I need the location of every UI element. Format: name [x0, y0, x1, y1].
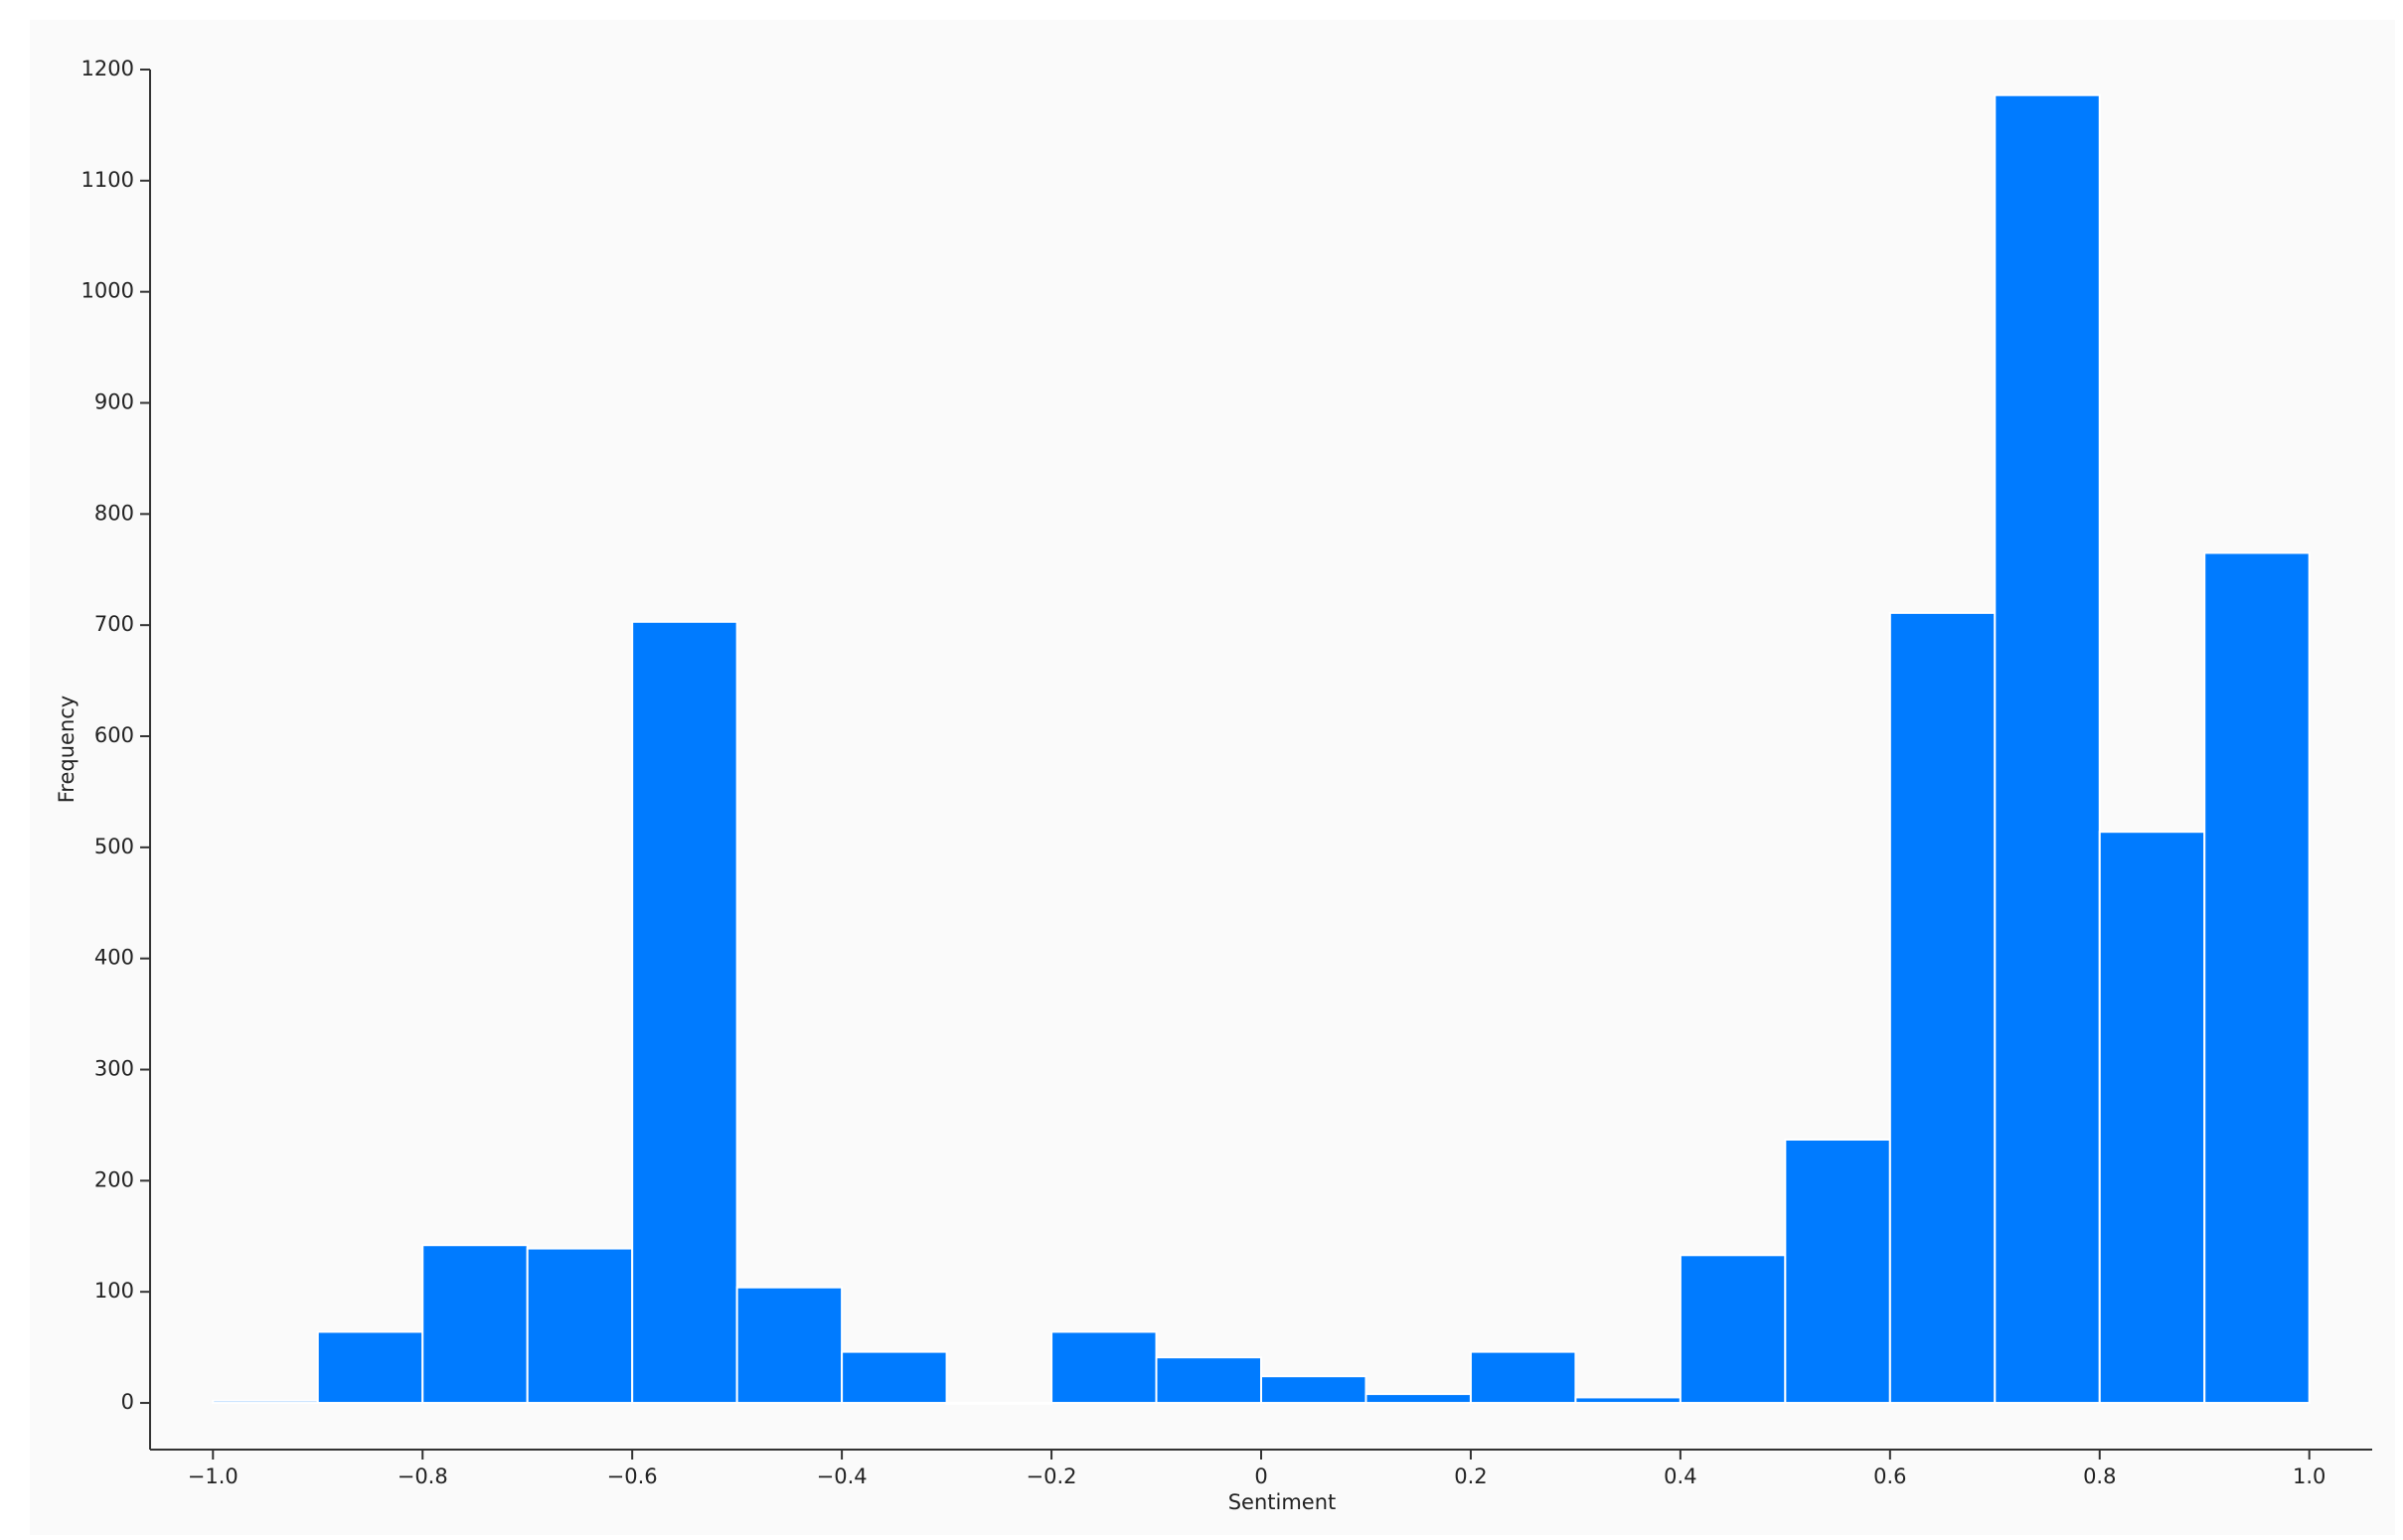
bar [1364, 1393, 1472, 1405]
x-tick-label: −0.8 [398, 1464, 448, 1488]
bar [735, 1286, 844, 1405]
bar [1784, 1138, 1891, 1405]
bar [1469, 1350, 1577, 1405]
y-axis-label: Frequency [55, 695, 79, 804]
bar [631, 620, 738, 1405]
x-tick-label: 0.6 [1873, 1464, 1906, 1488]
bar [1574, 1396, 1682, 1405]
bar [316, 1330, 424, 1405]
bar [526, 1247, 634, 1405]
y-tick-label: 600 [94, 723, 134, 747]
y-tick-label: 400 [94, 946, 134, 970]
y-tick-label: 800 [94, 501, 134, 525]
bar [212, 1399, 319, 1405]
y-tick-label: 0 [121, 1390, 134, 1414]
y-tick-label: 1000 [81, 279, 134, 303]
bar [945, 1402, 1053, 1406]
x-tick-label: 0 [1254, 1464, 1267, 1488]
bar [1260, 1375, 1367, 1405]
y-tick-label: 1200 [81, 57, 134, 80]
bar [1050, 1330, 1158, 1405]
y-tick-label: 100 [94, 1279, 134, 1303]
x-tick-label: 0.4 [1664, 1464, 1696, 1488]
y-tick-label: 700 [94, 612, 134, 636]
bar [1679, 1254, 1787, 1405]
x-axis-label: Sentiment [1228, 1490, 1337, 1514]
bar [841, 1350, 948, 1405]
y-tick-label: 300 [94, 1057, 134, 1081]
bar [1155, 1356, 1263, 1405]
x-tick-label: −1.0 [188, 1464, 239, 1488]
y-tick-label: 500 [94, 835, 134, 858]
x-tick-label: −0.2 [1027, 1464, 1077, 1488]
x-tick-label: 0.2 [1454, 1464, 1487, 1488]
x-tick-label: −0.4 [817, 1464, 868, 1488]
bar [2203, 551, 2311, 1405]
bar [2098, 831, 2206, 1405]
x-tick-label: 1.0 [2293, 1464, 2325, 1488]
bar [421, 1244, 529, 1405]
bar [1888, 611, 1997, 1405]
bar [1994, 93, 2101, 1405]
x-tick-label: −0.6 [607, 1464, 658, 1488]
y-tick-label: 200 [94, 1167, 134, 1191]
x-tick-label: 0.8 [2083, 1464, 2116, 1488]
y-tick-label: 900 [94, 390, 134, 414]
y-tick-label: 1100 [81, 168, 134, 192]
